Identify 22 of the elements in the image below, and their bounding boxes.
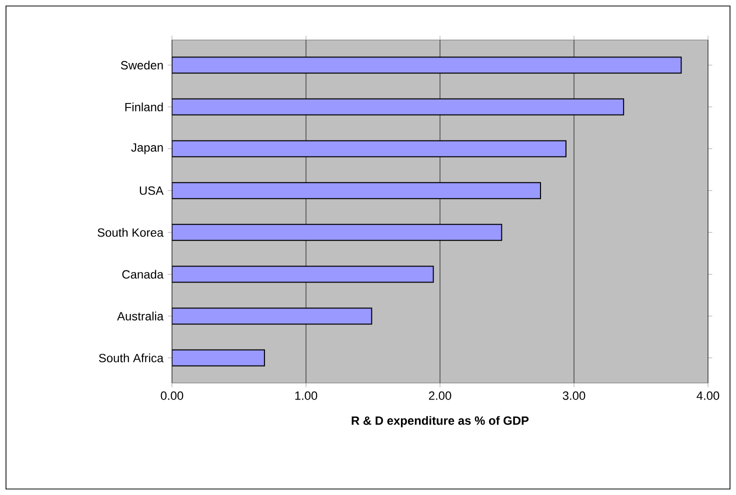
bar: [172, 140, 566, 158]
bar: [172, 349, 265, 366]
bar: [172, 266, 434, 283]
y-tick-label: Australia: [117, 312, 164, 320]
x-axis-title: R & D expenditure as % of GDP: [352, 416, 529, 428]
y-tick-label: South Korea: [98, 228, 164, 237]
y-tick-label: Sweden: [120, 60, 163, 70]
bar: [172, 224, 502, 241]
y-tick-label: Canada: [122, 270, 164, 279]
y-tick-label: South Africa: [98, 354, 164, 362]
x-tick-label: 2.00: [428, 391, 452, 400]
x-tick-label: 3.00: [562, 391, 586, 400]
y-tick-label: Japan: [131, 143, 163, 154]
x-tick-label: 0.00: [160, 391, 184, 400]
bar: [172, 98, 624, 116]
y-tick-label: USA: [140, 186, 164, 195]
bar: [172, 56, 682, 74]
x-tick-label: 4.00: [696, 391, 720, 400]
bar: [172, 182, 542, 200]
x-tick-label: 1.00: [295, 391, 318, 400]
y-tick-label: Finland: [125, 102, 163, 112]
bar: [172, 308, 372, 325]
